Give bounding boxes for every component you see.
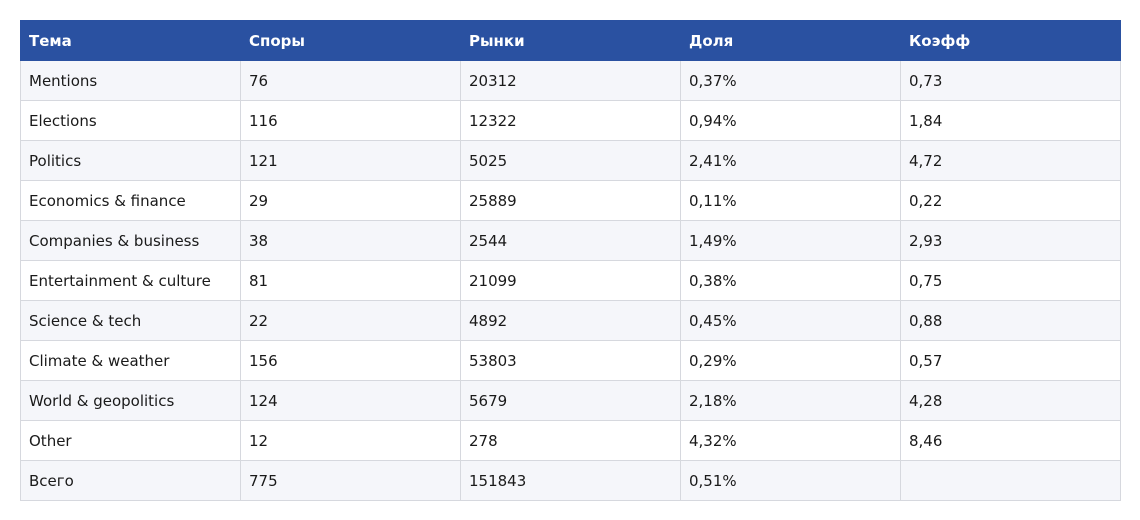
cell-coefficient: 8,46: [900, 420, 1121, 461]
cell-share: 0,37%: [680, 60, 901, 101]
cell-disputes: 121: [240, 140, 461, 181]
header-cell-coefficient[interactable]: Коэфф: [900, 20, 1121, 61]
cell-markets: 278: [460, 420, 681, 461]
data-table-container: Тема Споры Рынки Доля Коэфф Mentions 76 …: [20, 20, 1121, 501]
table-row: Other 12 278 4,32% 8,46: [20, 420, 1121, 461]
cell-share: 0,45%: [680, 300, 901, 341]
cell-markets: 53803: [460, 340, 681, 381]
cell-coefficient: 4,28: [900, 380, 1121, 421]
cell-topic: Всего: [20, 460, 241, 501]
cell-disputes: 12: [240, 420, 461, 461]
cell-topic: Politics: [20, 140, 241, 181]
cell-disputes: 116: [240, 100, 461, 141]
table-row: Mentions 76 20312 0,37% 0,73: [20, 60, 1121, 101]
cell-topic: Science & tech: [20, 300, 241, 341]
cell-disputes: 76: [240, 60, 461, 101]
cell-topic: Economics & finance: [20, 180, 241, 221]
cell-coefficient: 0,73: [900, 60, 1121, 101]
header-cell-topic[interactable]: Тема: [20, 20, 241, 61]
cell-markets: 151843: [460, 460, 681, 501]
table-row: World & geopolitics 124 5679 2,18% 4,28: [20, 380, 1121, 421]
cell-disputes: 22: [240, 300, 461, 341]
cell-disputes: 775: [240, 460, 461, 501]
cell-share: 0,29%: [680, 340, 901, 381]
cell-coefficient: 0,75: [900, 260, 1121, 301]
cell-markets: 20312: [460, 60, 681, 101]
cell-disputes: 29: [240, 180, 461, 221]
cell-topic: Elections: [20, 100, 241, 141]
table-row: Economics & finance 29 25889 0,11% 0,22: [20, 180, 1121, 221]
cell-topic: Other: [20, 420, 241, 461]
cell-coefficient: 1,84: [900, 100, 1121, 141]
cell-disputes: 38: [240, 220, 461, 261]
cell-topic: Companies & business: [20, 220, 241, 261]
cell-markets: 2544: [460, 220, 681, 261]
cell-topic: Climate & weather: [20, 340, 241, 381]
cell-share: 4,32%: [680, 420, 901, 461]
table-row: Politics 121 5025 2,41% 4,72: [20, 140, 1121, 181]
cell-disputes: 124: [240, 380, 461, 421]
cell-topic: Entertainment & culture: [20, 260, 241, 301]
cell-coefficient: 4,72: [900, 140, 1121, 181]
cell-disputes: 156: [240, 340, 461, 381]
header-row: Тема Споры Рынки Доля Коэфф: [20, 20, 1121, 61]
header-cell-markets[interactable]: Рынки: [460, 20, 681, 61]
header-cell-disputes[interactable]: Споры: [240, 20, 461, 61]
header-cell-share[interactable]: Доля: [680, 20, 901, 61]
cell-coefficient: 0,88: [900, 300, 1121, 341]
cell-share: 2,18%: [680, 380, 901, 421]
cell-markets: 4892: [460, 300, 681, 341]
table-row: Science & tech 22 4892 0,45% 0,88: [20, 300, 1121, 341]
cell-markets: 5679: [460, 380, 681, 421]
cell-share: 1,49%: [680, 220, 901, 261]
cell-markets: 21099: [460, 260, 681, 301]
cell-share: 0,38%: [680, 260, 901, 301]
cell-share: 0,11%: [680, 180, 901, 221]
cell-topic: World & geopolitics: [20, 380, 241, 421]
cell-markets: 12322: [460, 100, 681, 141]
table-row-total: Всего 775 151843 0,51%: [20, 460, 1121, 501]
cell-disputes: 81: [240, 260, 461, 301]
table-row: Entertainment & culture 81 21099 0,38% 0…: [20, 260, 1121, 301]
cell-share: 2,41%: [680, 140, 901, 181]
table-row: Elections 116 12322 0,94% 1,84: [20, 100, 1121, 141]
cell-share: 0,51%: [680, 460, 901, 501]
table-row: Companies & business 38 2544 1,49% 2,93: [20, 220, 1121, 261]
cell-coefficient: [900, 460, 1121, 501]
data-table: Тема Споры Рынки Доля Коэфф Mentions 76 …: [20, 20, 1121, 501]
cell-coefficient: 0,57: [900, 340, 1121, 381]
cell-share: 0,94%: [680, 100, 901, 141]
table-body: Mentions 76 20312 0,37% 0,73 Elections 1…: [20, 60, 1121, 501]
cell-markets: 5025: [460, 140, 681, 181]
table-row: Climate & weather 156 53803 0,29% 0,57: [20, 340, 1121, 381]
cell-topic: Mentions: [20, 60, 241, 101]
cell-markets: 25889: [460, 180, 681, 221]
cell-coefficient: 0,22: [900, 180, 1121, 221]
cell-coefficient: 2,93: [900, 220, 1121, 261]
